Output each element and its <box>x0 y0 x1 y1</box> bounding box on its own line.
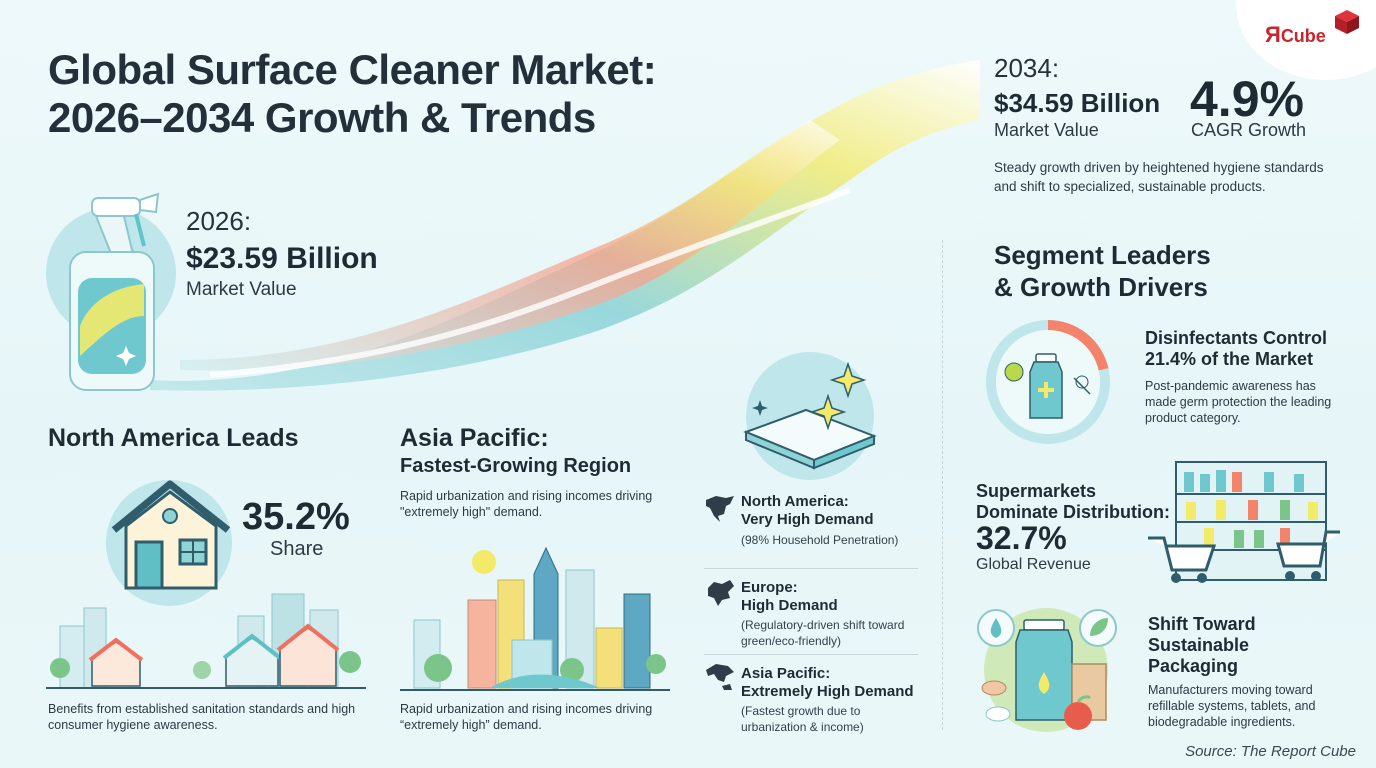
column-divider <box>942 240 943 730</box>
end-description: Steady growth driven by heightened hygie… <box>994 160 1324 194</box>
asia-pacific-city-illustration <box>400 546 670 691</box>
start-year: 2026: <box>186 206 252 236</box>
north-america-share-value: 35.2% <box>242 496 350 538</box>
demand-divider-1 <box>704 568 918 569</box>
page-title: Global Surface Cleaner Market: 2026–2034… <box>48 46 657 142</box>
sparkling-surface-icon <box>743 361 877 470</box>
north-america-share-label: Share <box>270 538 324 560</box>
north-america-description: Benefits from established sanitation sta… <box>48 702 356 732</box>
disinfectants-description: Post-pandemic awareness has made germ pr… <box>1145 379 1332 425</box>
cagr-value: 4.9% <box>1190 71 1304 127</box>
supermarkets-share-label: Global Revenue <box>976 556 1091 573</box>
demand-divider-2 <box>704 654 918 655</box>
disinfectants-title: Disinfectants Control 21.4% of the Market <box>1145 328 1328 369</box>
end-market-value: $34.59 Billion <box>994 88 1161 118</box>
title-line-2: 2026–2034 Growth & Trends <box>48 94 596 141</box>
asia-pacific-description-top: Rapid urbanization and rising incomes dr… <box>400 489 653 519</box>
supermarkets-share-value: 32.7% <box>976 520 1067 556</box>
disinfectants-share-ring <box>986 320 1110 444</box>
asia-pacific-heading-line-2: Fastest-Growing Region <box>400 455 632 477</box>
north-america-heading: North America Leads <box>48 424 299 452</box>
source-citation: Source: The Report Cube <box>1185 743 1356 760</box>
sustainable-packaging-title: Shift Toward Sustainable Packaging <box>1148 614 1256 676</box>
cagr-label: CAGR Growth <box>1191 120 1307 140</box>
demand-europe-note: (Regulatory-driven shift toward green/ec… <box>741 618 905 648</box>
asia-pacific-map-icon <box>706 664 734 690</box>
spray-bottle-icon <box>69 192 160 391</box>
logo-text: ЯCube <box>1265 22 1326 47</box>
growth-wave-graphic <box>150 60 980 391</box>
end-year: 2034: <box>994 53 1060 83</box>
house-icon <box>111 480 231 590</box>
segments-heading-line-2: & Growth Drivers <box>994 272 1208 302</box>
sustainable-packaging-icon <box>977 608 1117 732</box>
cube-logo-icon <box>1335 10 1359 34</box>
demand-europe-title: Europe: High Demand <box>741 579 838 614</box>
supermarkets-title: Supermarkets Dominate Distribution: <box>976 481 1170 522</box>
north-america-map-icon <box>706 496 734 522</box>
title-line-1: Global Surface Cleaner Market: <box>48 46 657 93</box>
demand-north-america-note: (98% Household Penetration) <box>741 533 899 547</box>
demand-asia-pacific-note: (Fastest growth due to urbanization & in… <box>741 704 864 734</box>
demand-asia-pacific-title: Asia Pacific: Extremely High Demand <box>741 665 914 700</box>
north-america-town-illustration <box>46 593 366 689</box>
demand-north-america-title: North America: Very High Demand <box>741 493 874 528</box>
supermarket-shelf-cart-icon <box>1148 461 1340 583</box>
asia-pacific-heading-line-1: Asia Pacific: <box>400 424 549 452</box>
end-market-value-label: Market Value <box>994 120 1099 140</box>
asia-pacific-description-bottom: Rapid urbanization and rising incomes dr… <box>400 702 653 732</box>
start-market-value: $23.59 Billion <box>186 242 378 275</box>
start-market-value-label: Market Value <box>186 279 297 300</box>
segments-heading-line-1: Segment Leaders <box>994 240 1211 270</box>
europe-map-icon <box>708 580 734 606</box>
sustainable-packaging-description: Manufacturers moving toward refillable s… <box>1148 683 1316 729</box>
